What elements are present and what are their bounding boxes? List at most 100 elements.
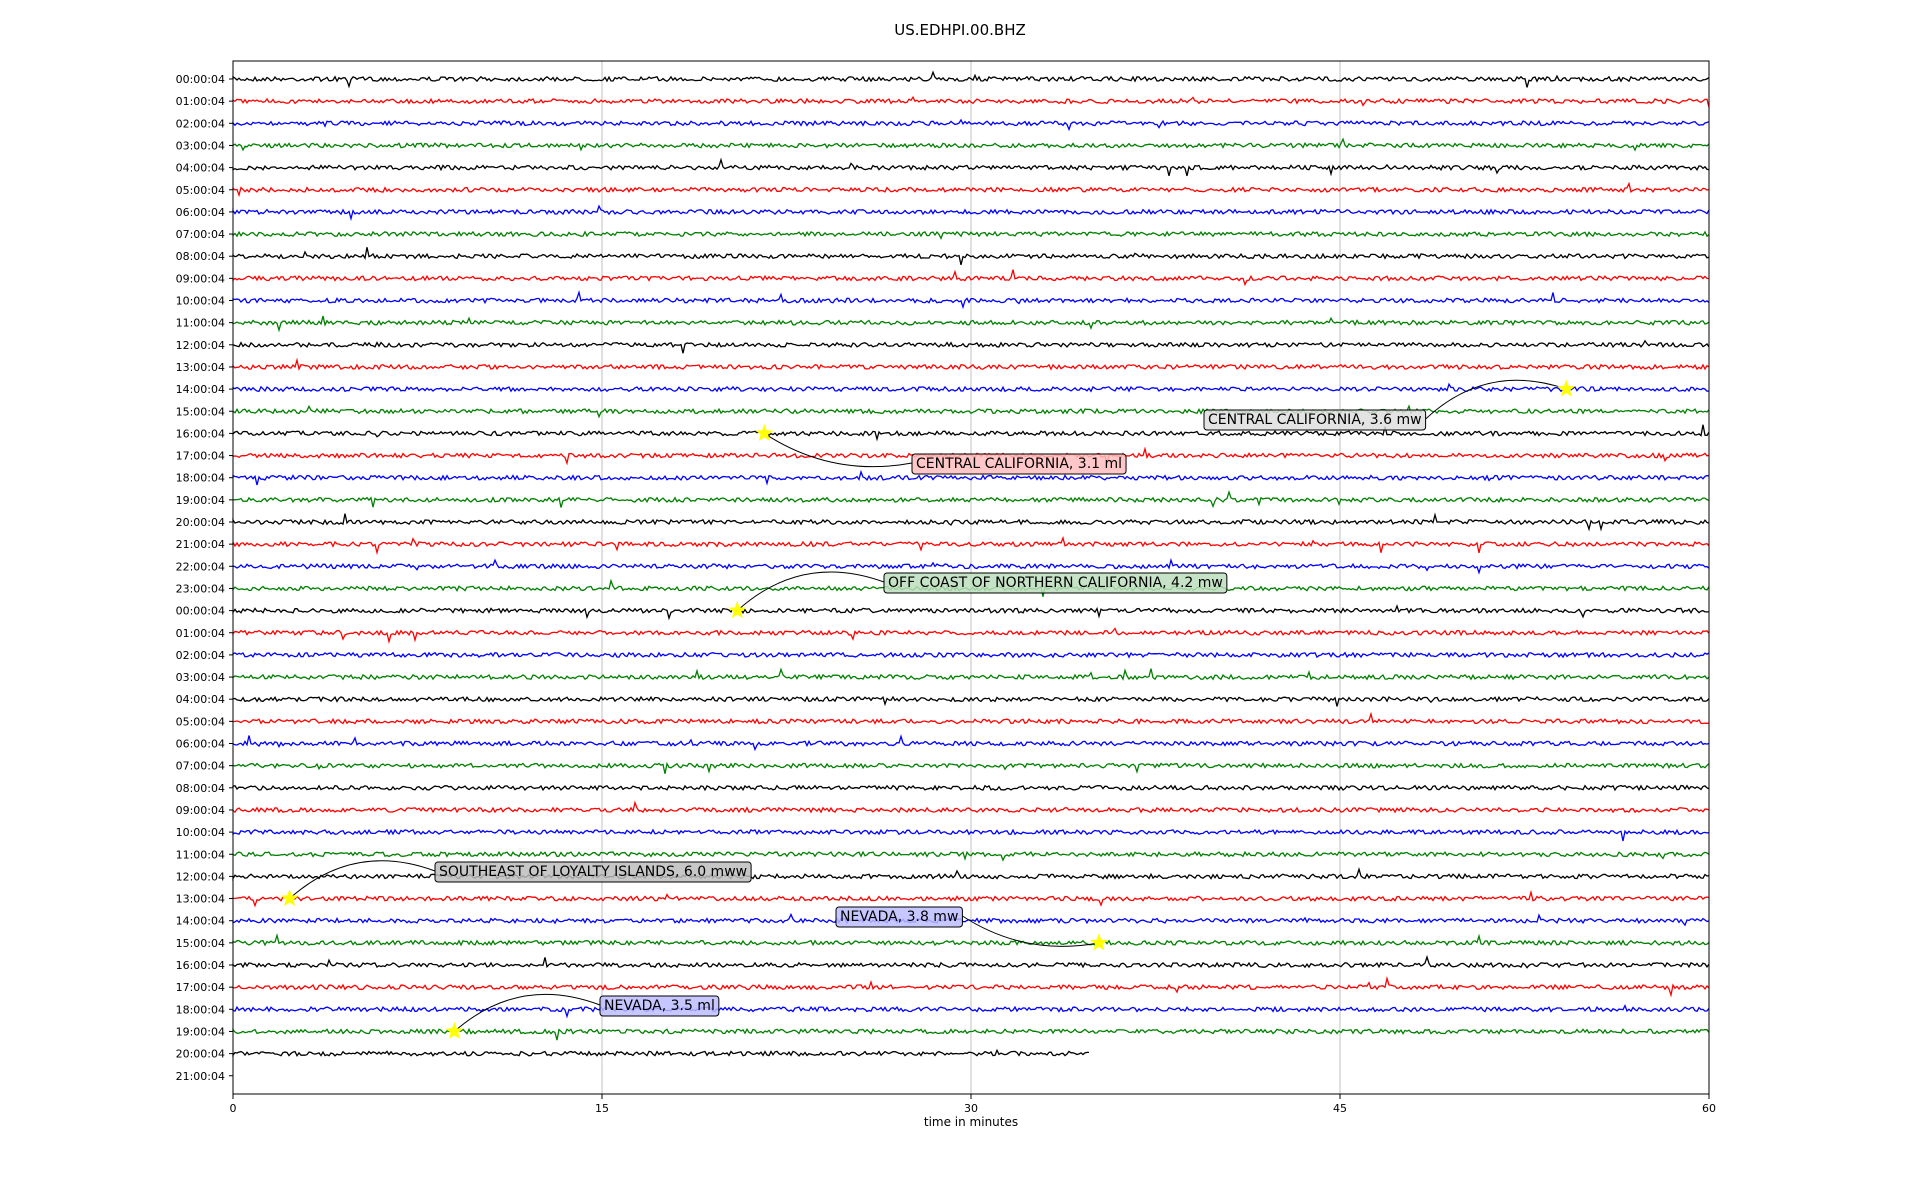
trace-line: [232, 315, 1710, 333]
trace-line: [232, 290, 1710, 310]
row-label: 15:00:04: [176, 937, 225, 950]
trace-line: [232, 800, 1710, 814]
row-label: 03:00:04: [176, 139, 225, 152]
seismic-traces: [232, 70, 1710, 1057]
trace-line: [232, 204, 1710, 222]
trace-line: [232, 932, 1710, 947]
event-label-box: [1203, 409, 1427, 431]
trace-line: [232, 357, 1710, 371]
event-label: SOUTHEAST OF LOYALTY ISLANDS, 6.0 mww: [439, 864, 747, 880]
row-label: 12:00:04: [176, 870, 225, 883]
row-label: 19:00:04: [176, 494, 225, 507]
event-label-backdrop: [836, 907, 963, 927]
event-label-box: [599, 995, 720, 1017]
trace-line: [232, 535, 1710, 556]
event-connector: [736, 571, 885, 611]
trace-line: [232, 1003, 1710, 1019]
event-annotation: SOUTHEAST OF LOYALTY ISLANDS, 6.0 mww: [280, 860, 752, 907]
row-label: 12:00:04: [176, 339, 225, 352]
trace-line: [232, 975, 1710, 998]
trace-line: [232, 469, 1710, 486]
event-label-box: [883, 572, 1228, 594]
event-label: OFF COAST OF NORTHERN CALIFORNIA, 4.2 mw: [888, 575, 1223, 591]
event-annotation: OFF COAST OF NORTHERN CALIFORNIA, 4.2 mw: [728, 571, 1228, 619]
row-label: 00:00:04: [176, 605, 225, 618]
trace-line: [232, 557, 1710, 575]
row-label: 06:00:04: [176, 738, 225, 751]
event-star-marker: [755, 423, 774, 442]
trace-line: [232, 512, 1710, 532]
event-label: NEVADA, 3.8 mw: [840, 909, 958, 925]
row-label: 08:00:04: [176, 250, 225, 263]
x-tick-label: 30: [964, 1102, 978, 1115]
trace-line: [232, 627, 1710, 645]
row-label: 10:00:04: [176, 826, 225, 839]
row-label: 18:00:04: [176, 1003, 225, 1016]
event-star-marker: [728, 601, 747, 619]
event-label-backdrop: [600, 996, 719, 1016]
trace-line: [232, 604, 1709, 621]
event-star-marker: [445, 1021, 464, 1040]
event-connector: [764, 432, 913, 468]
event-connector: [454, 993, 601, 1032]
event-label-backdrop: [435, 862, 752, 882]
event-star-marker: [280, 889, 299, 907]
trace-line: [232, 651, 1710, 659]
trace-line: [232, 269, 1710, 287]
x-tick-label: 60: [1702, 1102, 1716, 1115]
row-label: 05:00:04: [176, 184, 225, 197]
event-label-backdrop: [884, 573, 1227, 593]
trace-line: [232, 850, 1710, 862]
trace-line: [232, 1048, 1089, 1057]
event-label-backdrop: [912, 454, 1127, 474]
trace-line: [232, 95, 1710, 108]
trace-line: [232, 424, 1710, 442]
trace-line: [232, 181, 1710, 198]
trace-line: [232, 784, 1710, 792]
row-label: 16:00:04: [176, 959, 225, 972]
trace-line: [232, 695, 1710, 707]
row-label: 22:00:04: [176, 560, 225, 573]
row-label: 14:00:04: [176, 383, 225, 396]
row-label: 19:00:04: [176, 1025, 225, 1038]
event-connector: [289, 860, 436, 899]
trace-line: [232, 734, 1710, 752]
event-connector: [1425, 379, 1567, 420]
row-label: 20:00:04: [176, 516, 225, 529]
trace-line: [232, 404, 1710, 419]
event-annotation: CENTRAL CALIFORNIA, 3.6 mw: [1203, 379, 1576, 431]
row-label: 02:00:04: [176, 117, 225, 130]
event-label-box: [911, 453, 1127, 475]
row-label: 23:00:04: [176, 582, 225, 595]
row-label: 02:00:04: [176, 649, 225, 662]
row-label: 17:00:04: [176, 981, 225, 994]
row-label: 18:00:04: [176, 472, 225, 485]
row-label: 04:00:04: [176, 162, 225, 175]
event-annotations: CENTRAL CALIFORNIA, 3.6 mw CENTRAL CALIFO…: [280, 379, 1576, 1040]
trace-line: [232, 954, 1710, 969]
row-label: 06:00:04: [176, 206, 225, 219]
row-label: 05:00:04: [176, 715, 225, 728]
row-label: 04:00:04: [176, 693, 225, 706]
row-label: 00:00:04: [176, 73, 225, 86]
row-label: 14:00:04: [176, 915, 225, 928]
x-tick-label: 15: [595, 1102, 609, 1115]
event-label: NEVADA, 3.5 ml: [604, 998, 715, 1014]
trace-line: [232, 230, 1710, 241]
event-star-marker: [1557, 379, 1576, 397]
row-label: 17:00:04: [176, 450, 225, 463]
trace-line: [232, 761, 1710, 775]
trace-line: [232, 339, 1710, 354]
event-label: CENTRAL CALIFORNIA, 3.1 ml: [916, 456, 1122, 472]
chart-title: US.EDHPI.00.BHZ: [894, 21, 1026, 39]
row-label: 13:00:04: [176, 893, 225, 906]
x-axis-label: time in minutes: [924, 1115, 1018, 1129]
row-label: 07:00:04: [176, 228, 225, 241]
event-annotation: CENTRAL CALIFORNIA, 3.1 ml: [755, 423, 1127, 475]
row-label: 13:00:04: [176, 361, 225, 374]
row-label: 10:00:04: [176, 295, 225, 308]
row-label: 16:00:04: [176, 427, 225, 440]
row-label: 21:00:04: [176, 1070, 225, 1083]
event-label: CENTRAL CALIFORNIA, 3.6 mw: [1208, 412, 1422, 428]
